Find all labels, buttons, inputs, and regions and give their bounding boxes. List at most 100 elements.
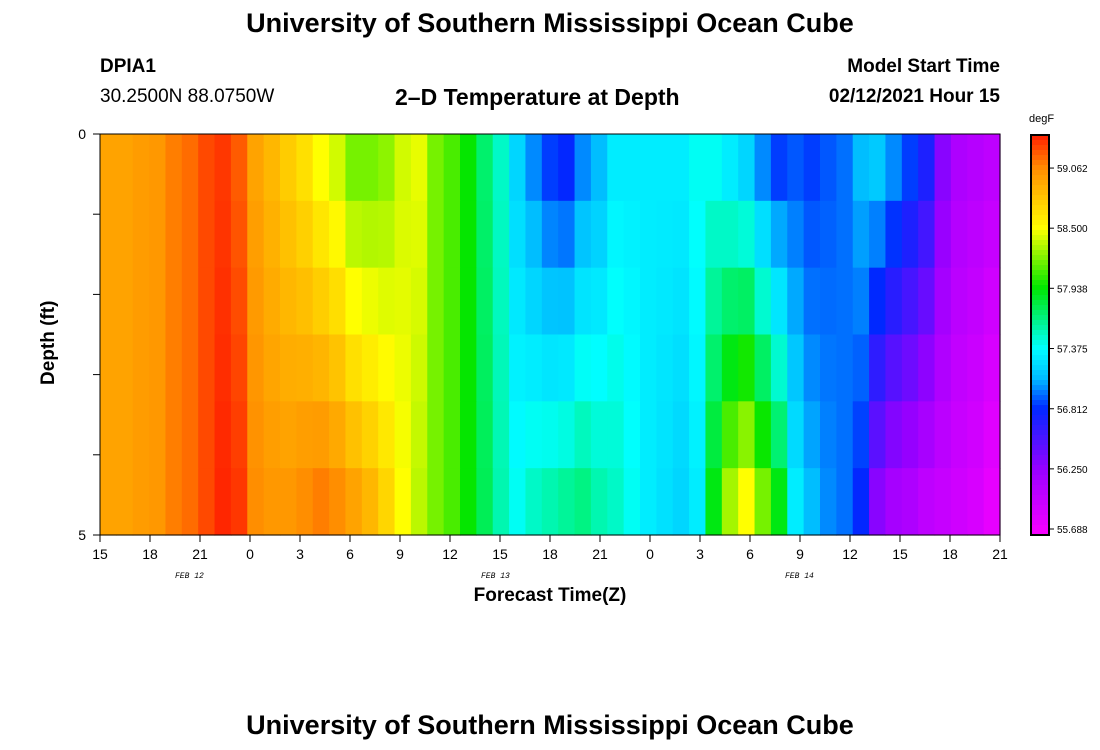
heatmap-cell: [378, 267, 396, 336]
heatmap-cell: [901, 334, 919, 402]
colorbar-segment: [1031, 165, 1049, 171]
colorbar-segment: [1031, 370, 1049, 376]
heatmap-cell: [410, 334, 428, 402]
heatmap-cell: [754, 468, 772, 536]
heatmap-cell: [852, 334, 870, 402]
heatmap-cell: [574, 200, 592, 269]
heatmap-cell: [443, 200, 461, 269]
heatmap-cell: [132, 468, 150, 536]
x-tick-label: 18: [142, 546, 158, 562]
heatmap-cell: [509, 468, 527, 536]
heatmap-cell: [280, 401, 297, 469]
x-axis-label: Forecast Time(Z): [473, 585, 627, 606]
heatmap-cell: [198, 200, 216, 269]
colorbar-unit: degF: [1029, 113, 1055, 125]
heatmap-cell: [427, 134, 445, 202]
heatmap-cell: [934, 267, 952, 336]
heatmap-cell: [738, 401, 756, 469]
colorbar-tick-label: 57.375: [1057, 345, 1088, 356]
heatmap-cell: [983, 468, 1001, 536]
heatmap-cell: [656, 134, 674, 202]
colorbar-segment: [1031, 510, 1049, 516]
heatmap-cell: [296, 267, 314, 336]
colorbar-segment: [1031, 430, 1049, 436]
heatmap-cell: [574, 401, 592, 469]
x-tick-label: 18: [942, 546, 958, 562]
colorbar-tick-label: 59.062: [1057, 164, 1088, 175]
x-tick-label: 15: [892, 546, 908, 562]
date-label: FEB 14: [785, 572, 814, 581]
heatmap-cell: [361, 334, 379, 402]
x-tick-label: 3: [696, 546, 704, 562]
heatmap-cell: [361, 468, 379, 536]
heatmap-cell: [149, 267, 167, 336]
station-id: DPIA1: [100, 56, 156, 77]
heatmap-cell: [492, 200, 510, 269]
heatmap-cell: [149, 200, 167, 269]
heatmap-cell: [934, 334, 952, 402]
heatmap-cell: [116, 134, 134, 202]
colorbar-segment: [1031, 485, 1049, 491]
heatmap-cell: [983, 200, 1001, 269]
heatmap-cell: [689, 468, 707, 536]
heatmap-cell: [460, 401, 477, 469]
heatmap-cell: [656, 200, 674, 269]
heatmap-cell: [476, 401, 494, 469]
heatmap-cell: [934, 200, 952, 269]
heatmap-cell: [738, 134, 756, 202]
colorbar-segment: [1031, 210, 1049, 216]
heatmap-cell: [492, 334, 510, 402]
heatmap-cell: [263, 267, 281, 336]
colorbar-segment: [1031, 145, 1049, 151]
heatmap-cell: [967, 401, 985, 469]
heatmap-cell: [312, 267, 330, 336]
heatmap-cell: [476, 134, 494, 202]
heatmap-cell: [541, 401, 559, 469]
heatmap-cell: [754, 401, 772, 469]
colorbar-segment: [1031, 455, 1049, 461]
colorbar-segment: [1031, 170, 1049, 176]
heatmap-cell: [770, 200, 788, 269]
heatmap-cell: [787, 334, 805, 402]
heatmap-cell: [640, 334, 657, 402]
heatmap-cell: [836, 468, 854, 536]
heatmap-cell: [361, 401, 379, 469]
heatmap-cell: [738, 334, 756, 402]
heatmap-cell: [410, 134, 428, 202]
heatmap-cell: [492, 134, 510, 202]
heatmap-cell: [361, 134, 379, 202]
colorbar-segment: [1031, 305, 1049, 311]
colorbar-segment: [1031, 515, 1049, 521]
heatmap-cell: [378, 200, 396, 269]
heatmap-cell: [312, 334, 330, 402]
heatmap-cell: [836, 200, 854, 269]
heatmap-cell: [950, 267, 968, 336]
heatmap-cell: [640, 267, 657, 336]
colorbar-segment: [1031, 400, 1049, 406]
heatmap-cell: [149, 334, 167, 402]
heatmap-cell: [672, 200, 690, 269]
heatmap-cell: [165, 267, 183, 336]
heatmap-cell: [885, 334, 903, 402]
heatmap-cell: [787, 468, 805, 536]
colorbar-segment: [1031, 475, 1049, 481]
heatmap-cell: [230, 468, 248, 536]
heatmap-cell: [672, 401, 690, 469]
heatmap-cell: [558, 468, 576, 536]
heatmap-cell: [361, 267, 379, 336]
heatmap-cell: [950, 334, 968, 402]
heatmap-cell: [378, 468, 396, 536]
heatmap-cell: [803, 200, 821, 269]
heatmap-cell: [312, 134, 330, 202]
heatmap-cell: [443, 134, 461, 202]
heatmap-cell: [329, 334, 347, 402]
heatmap-cell: [901, 401, 919, 469]
colorbar-segment: [1031, 435, 1049, 441]
heatmap-cell: [361, 200, 379, 269]
heatmap-cell: [950, 401, 968, 469]
colorbar-segment: [1031, 450, 1049, 456]
heatmap-cell: [263, 334, 281, 402]
heatmap-cell: [705, 334, 723, 402]
x-tick-label: 15: [92, 546, 108, 562]
heatmap-cell: [869, 267, 887, 336]
